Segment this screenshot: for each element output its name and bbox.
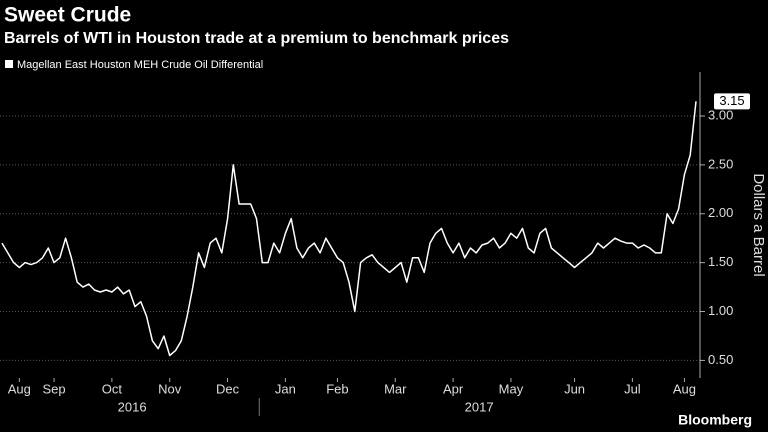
legend-swatch (5, 60, 13, 68)
y-tick-label: 0.50 (708, 352, 733, 367)
y-tick-label: 2.00 (708, 205, 733, 220)
x-tick-label: Dec (216, 381, 240, 396)
x-tick-label: Jul (624, 381, 641, 396)
line (1, 101, 697, 357)
x-tick-label: Aug (8, 381, 31, 396)
legend-label: Magellan East Houston MEH Crude Oil Diff… (17, 59, 263, 71)
y-tick-label: 1.50 (708, 254, 733, 269)
source: Bloomberg (678, 412, 752, 428)
y-tick-label: 2.50 (708, 156, 733, 171)
x-tick-label: Oct (102, 381, 123, 396)
x-tick-label: Feb (326, 381, 348, 396)
y-axis-label: Dollars a Barrel (750, 173, 767, 276)
x-tick-label: Sep (42, 381, 65, 396)
x-tick-label: Apr (443, 381, 464, 396)
y-tick-label: 3.00 (708, 107, 733, 122)
x-tick-label: Mar (384, 381, 407, 396)
y-tick-label: 1.00 (708, 303, 733, 318)
year-label: 2017 (465, 399, 494, 414)
year-label: 2016 (118, 399, 147, 414)
x-tick-label: Aug (673, 381, 696, 396)
x-tick-label: Jan (275, 381, 296, 396)
x-tick-label: May (499, 381, 524, 396)
last-value-box (714, 93, 750, 110)
x-tick-label: Jun (564, 381, 585, 396)
chart-title: Sweet Crude (4, 4, 131, 27)
chart-subtitle: Barrels of WTI in Houston trade at a pre… (4, 30, 509, 47)
x-tick-label: Nov (158, 381, 182, 396)
last-value-label: 3.15 (719, 93, 744, 108)
